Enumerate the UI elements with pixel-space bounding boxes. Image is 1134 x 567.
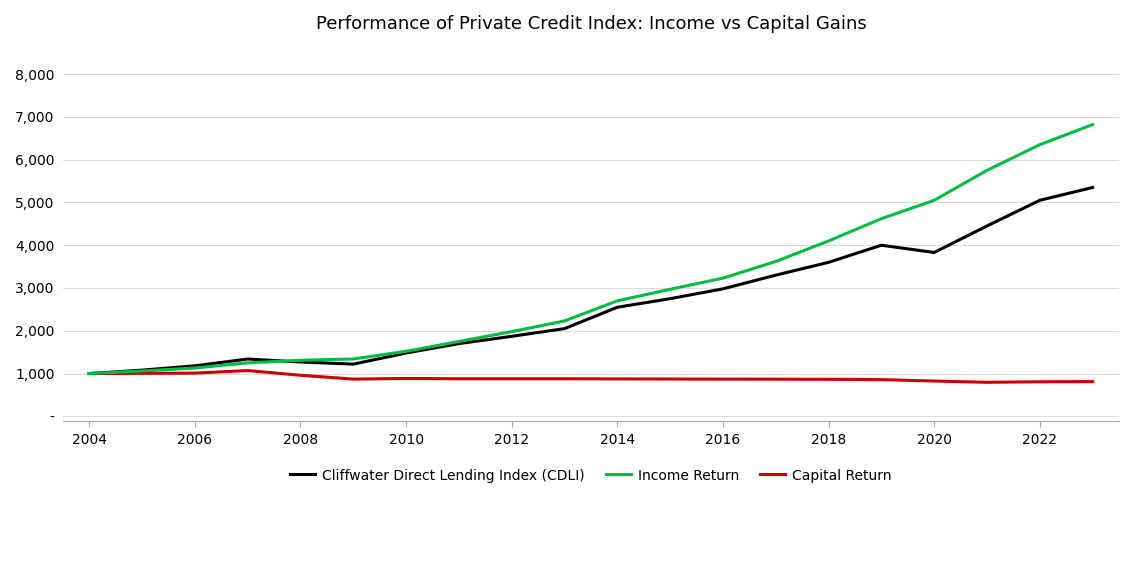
Income Return xyxy=(83,370,96,377)
Income Return xyxy=(188,365,202,371)
Capital Return xyxy=(610,375,624,382)
Cliffwater Direct Lending Index (CDLI) xyxy=(822,259,836,266)
Income Return xyxy=(874,215,888,222)
Income Return xyxy=(505,328,518,335)
Capital Return xyxy=(1085,378,1099,385)
Capital Return xyxy=(558,375,572,382)
Income Return xyxy=(1033,141,1047,148)
Income Return xyxy=(135,367,149,374)
Title: Performance of Private Credit Index: Income vs Capital Gains: Performance of Private Credit Index: Inc… xyxy=(315,15,866,33)
Income Return xyxy=(928,197,941,204)
Capital Return xyxy=(188,370,202,376)
Capital Return xyxy=(1033,378,1047,385)
Capital Return xyxy=(135,370,149,376)
Cliffwater Direct Lending Index (CDLI) xyxy=(505,333,518,340)
Capital Return xyxy=(769,376,782,383)
Capital Return xyxy=(717,376,730,383)
Income Return xyxy=(1085,121,1099,128)
Cliffwater Direct Lending Index (CDLI) xyxy=(294,358,307,365)
Capital Return xyxy=(347,376,361,383)
Cliffwater Direct Lending Index (CDLI) xyxy=(980,223,993,230)
Capital Return xyxy=(822,376,836,383)
Income Return xyxy=(980,167,993,174)
Capital Return xyxy=(928,378,941,384)
Cliffwater Direct Lending Index (CDLI) xyxy=(135,367,149,374)
Cliffwater Direct Lending Index (CDLI) xyxy=(769,272,782,278)
Cliffwater Direct Lending Index (CDLI) xyxy=(928,249,941,256)
Income Return xyxy=(240,359,254,366)
Capital Return xyxy=(505,375,518,382)
Cliffwater Direct Lending Index (CDLI) xyxy=(610,304,624,311)
Line: Capital Return: Capital Return xyxy=(90,371,1092,382)
Legend: Cliffwater Direct Lending Index (CDLI), Income Return, Capital Return: Cliffwater Direct Lending Index (CDLI), … xyxy=(285,463,897,488)
Cliffwater Direct Lending Index (CDLI) xyxy=(347,361,361,367)
Cliffwater Direct Lending Index (CDLI) xyxy=(399,350,413,357)
Income Return xyxy=(452,338,466,345)
Capital Return xyxy=(399,375,413,382)
Income Return xyxy=(399,348,413,355)
Capital Return xyxy=(663,375,677,382)
Cliffwater Direct Lending Index (CDLI) xyxy=(663,295,677,302)
Income Return xyxy=(610,298,624,304)
Cliffwater Direct Lending Index (CDLI) xyxy=(83,370,96,377)
Income Return xyxy=(717,275,730,282)
Capital Return xyxy=(240,367,254,374)
Cliffwater Direct Lending Index (CDLI) xyxy=(452,340,466,347)
Cliffwater Direct Lending Index (CDLI) xyxy=(874,242,888,248)
Line: Cliffwater Direct Lending Index (CDLI): Cliffwater Direct Lending Index (CDLI) xyxy=(90,188,1092,374)
Cliffwater Direct Lending Index (CDLI) xyxy=(1033,197,1047,204)
Income Return xyxy=(294,357,307,363)
Cliffwater Direct Lending Index (CDLI) xyxy=(240,356,254,362)
Capital Return xyxy=(980,379,993,386)
Income Return xyxy=(558,318,572,324)
Capital Return xyxy=(83,370,96,377)
Cliffwater Direct Lending Index (CDLI) xyxy=(188,362,202,369)
Income Return xyxy=(769,258,782,265)
Line: Income Return: Income Return xyxy=(90,125,1092,374)
Capital Return xyxy=(874,376,888,383)
Income Return xyxy=(822,238,836,244)
Cliffwater Direct Lending Index (CDLI) xyxy=(558,325,572,332)
Income Return xyxy=(347,356,361,362)
Capital Return xyxy=(294,372,307,379)
Cliffwater Direct Lending Index (CDLI) xyxy=(1085,184,1099,191)
Cliffwater Direct Lending Index (CDLI) xyxy=(717,285,730,292)
Income Return xyxy=(663,286,677,293)
Capital Return xyxy=(452,375,466,382)
